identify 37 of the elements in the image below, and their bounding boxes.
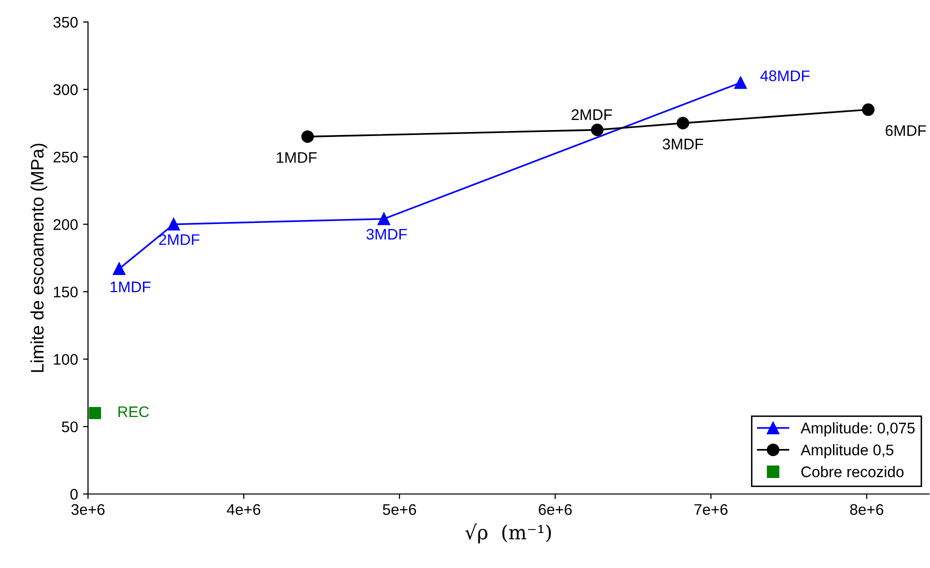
point (301, 130, 314, 143)
point (378, 212, 390, 226)
x-tick-label: 6e+6 (538, 504, 572, 515)
y-tick-label: 200 (54, 219, 78, 230)
annotation: 2MDF (159, 234, 200, 245)
y-tick-label: 150 (54, 286, 78, 298)
y-tick-label: 350 (53, 16, 78, 28)
annotation: 6MDF (886, 125, 926, 136)
point (88, 407, 102, 420)
x-tick-label: 7e+6 (694, 504, 728, 515)
x-axis-title: √ρ (m⁻¹) (465, 524, 551, 544)
point (167, 218, 180, 231)
y-tick-label: 100 (54, 354, 78, 365)
x-tick-label: 5e+6 (382, 504, 416, 515)
y-tick-label: 300 (53, 84, 78, 96)
annotation: 3MDF (366, 228, 407, 240)
x-tick-label: 4e+6 (226, 504, 260, 515)
annotation: 48MDF (760, 70, 810, 82)
legend-label: Amplitude: 0,075 (800, 422, 915, 436)
annotation: REC (118, 406, 149, 418)
point (862, 103, 875, 116)
annotation: 1MDF (110, 282, 150, 292)
y-tick-label: 250 (54, 152, 78, 163)
point (112, 262, 126, 276)
x-tick-label: 3e+6 (71, 504, 105, 515)
legend-label: Amplitude 0,5 (800, 444, 894, 458)
y-tick-label: 0 (70, 488, 78, 500)
annotation: 2MDF (572, 109, 612, 120)
annotation: 1MDF (276, 152, 317, 163)
point (591, 124, 604, 136)
annotation: 3MDF (662, 138, 704, 150)
x-tick-label: 8e+6 (850, 504, 884, 515)
point (734, 76, 747, 89)
y-axis-title: Limite de escoamento (MPa) (30, 144, 48, 372)
y-tick-label: 50 (62, 421, 78, 432)
legend-label: Cobre recozido (801, 466, 904, 478)
point (676, 116, 690, 130)
